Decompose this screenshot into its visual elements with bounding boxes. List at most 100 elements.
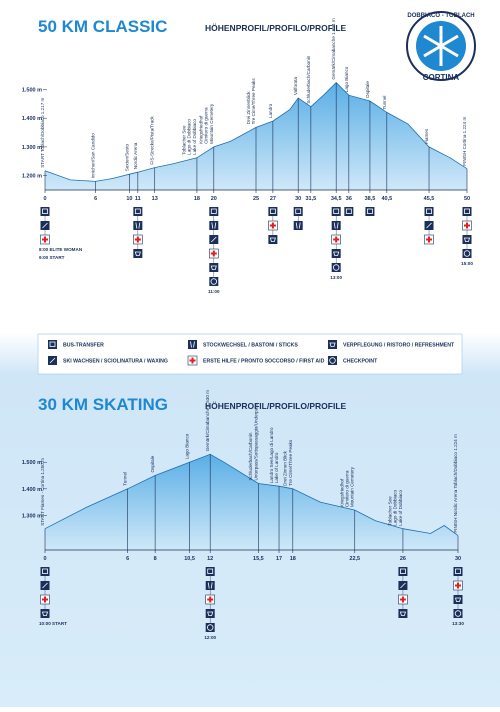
x-tick-label: 8 [154, 556, 157, 562]
station-label: Kriegsfriedhof [198, 115, 203, 144]
icon-glyph [399, 611, 406, 616]
icon-aid [187, 355, 198, 366]
icon-bg [133, 249, 143, 258]
icon-glyph [206, 624, 214, 631]
station-label: Innichen/San Candido [91, 133, 96, 179]
icon-sticks [133, 221, 143, 230]
station-label: Ospitale [365, 81, 370, 98]
legend-label: VERPFLEGUNG / RISTORO / REFRESHMENT [343, 343, 455, 349]
station-label: Mountain Cemetery [209, 103, 214, 144]
station-label: Toblacher See [388, 496, 393, 526]
icon-bg [133, 221, 143, 230]
icon-bg [205, 609, 215, 618]
station-label: START Toblach/Dobbiaco 1.217 m [40, 97, 45, 167]
y-tick-label: 1.500 m [22, 460, 42, 466]
icon-chk [328, 356, 337, 365]
icon-cross [210, 250, 217, 257]
icon-ref [328, 340, 337, 349]
x-tick-label: 30 [455, 556, 461, 562]
icon-bg [453, 609, 463, 618]
station-label: Tre Cime/Three Peaks [251, 78, 256, 125]
station-label: Landro [268, 103, 273, 118]
icon-chk [205, 623, 215, 632]
icon-bus [293, 207, 303, 216]
icon-bg [398, 609, 408, 618]
icon-cross [207, 596, 214, 603]
icon-sticks [293, 221, 303, 230]
icon-ref [462, 235, 472, 244]
icon-ref [205, 609, 215, 618]
icon-aid [205, 594, 215, 605]
icon-cross [134, 236, 141, 243]
icon-bus [398, 567, 408, 576]
icon-glyph [332, 264, 340, 271]
icon-glyph [333, 222, 339, 229]
y-tick-label: 1.200 m [22, 174, 42, 180]
icon-glyph [295, 208, 302, 214]
icon-glyph [464, 208, 470, 214]
x-tick-label: 36 [346, 196, 352, 202]
x-tick-label: 17 [276, 556, 282, 562]
icon-cross [333, 236, 340, 243]
station-label: Fiames [424, 128, 429, 144]
icon-bus [40, 207, 50, 216]
time-note: 13:30 [452, 621, 464, 626]
icon-glyph [211, 222, 217, 229]
station-label: Tunnel [382, 96, 387, 110]
time-note: 8:00 ELITE WOMAN [39, 247, 83, 252]
station-label: Lago Bianco [185, 433, 190, 459]
icon-bg [453, 567, 463, 576]
time-note: 10:00 START [39, 621, 67, 626]
icon-bg [344, 207, 354, 216]
icon-glyph [454, 610, 462, 617]
station-label: Mountain Cemetery [350, 466, 355, 507]
time-note: 11:00 [208, 289, 220, 294]
station-label: Landro See/Lago di Landro [269, 427, 274, 483]
icon-glyph [269, 208, 276, 214]
icon-cross [189, 357, 196, 364]
icon-bg [398, 567, 408, 576]
icon-glyph [190, 341, 195, 348]
icon-sticks [205, 581, 215, 590]
x-tick-label: 38,5 [365, 196, 376, 202]
icon-bg [209, 221, 219, 230]
icon-bg [424, 207, 434, 216]
chart-subtitle: HÖHENPROFIL/PROFILO/PROFILE [205, 401, 347, 411]
icon-glyph [329, 357, 336, 364]
icon-glyph [463, 237, 471, 242]
icon-aid [331, 234, 341, 245]
icon-glyph [463, 250, 471, 257]
station-label: Lake of Dobbiaco [398, 490, 403, 526]
icon-bg [365, 207, 375, 216]
icon-bg [293, 207, 303, 216]
icon-bg [328, 340, 337, 349]
icon-bg [40, 567, 50, 576]
time-note: 15:00 [461, 261, 473, 266]
station-label: FINISH Nordic Arena Toblach/Dobbiaco 1.2… [453, 434, 458, 533]
legend-label: CHECKPOINT [343, 359, 378, 365]
icon-ref [268, 235, 278, 244]
icon-cross [269, 222, 276, 229]
x-tick-label: 18 [194, 196, 200, 202]
icon-glyph [426, 222, 432, 229]
icon-bg [268, 235, 278, 244]
icon-cross [42, 596, 48, 603]
station-label: Nordic Arena [133, 142, 138, 169]
icon-bg [209, 263, 219, 272]
x-tick-label: 27 [270, 196, 276, 202]
icon-bus [205, 567, 215, 576]
x-tick-label: 0 [43, 556, 46, 562]
station-label: Lago di Dobbiaco [393, 490, 398, 526]
icon-bg [462, 235, 472, 244]
station-label: Toblacher See [182, 125, 187, 155]
x-tick-label: 25 [253, 196, 259, 202]
station-label: Gemärk/Cimabanche 1.530 m [205, 390, 210, 451]
icon-wax [40, 581, 50, 590]
icon-bg [188, 340, 197, 349]
icon-ref [133, 249, 143, 258]
station-label: Gemärk/Cimabanche 1.524 m [331, 18, 336, 79]
logo-top: DOBBIACO - TOBLACH [407, 13, 474, 19]
x-tick-label: 6 [126, 556, 129, 562]
icon-aid [209, 248, 219, 259]
time-note: 9:00 START [39, 255, 65, 260]
